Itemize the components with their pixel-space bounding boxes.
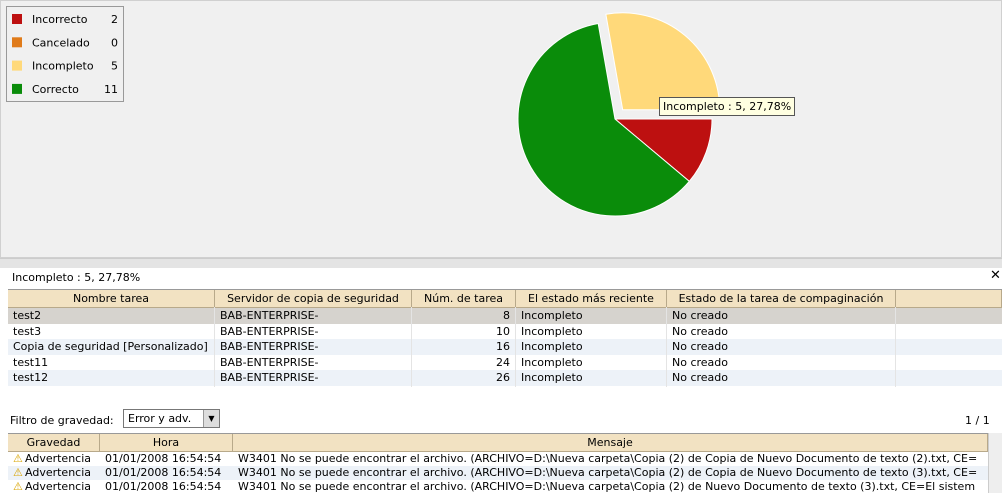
filter-label: Filtro de gravedad: [10, 414, 114, 427]
task-row[interactable] [8, 308, 1002, 324]
column-header: Servidor de copia de seguridad [215, 290, 412, 308]
column-header: Núm. de tarea [412, 290, 516, 308]
select-value: Error y adv. [128, 412, 192, 425]
log-cell: 01/01/2008 16:54:54 [105, 480, 222, 493]
task-cell: test11 [8, 353, 215, 372]
task-cell: Incompleto [516, 322, 667, 341]
warning-icon: ⚠ [13, 466, 23, 479]
task-row[interactable] [8, 370, 1002, 386]
task-cell: BAB-ENTERPRISE- [215, 322, 412, 341]
task-cell: No creado [667, 369, 896, 387]
legend-value: 5 [111, 60, 118, 73]
pie-chart: Incorrecto 2 Cancelado 0 Incompleto 5 Correcto… [12, 12, 721, 217]
scrollbar[interactable] [988, 433, 1002, 493]
task-cell: 10 [412, 322, 516, 341]
pie-slice [517, 22, 691, 217]
task-row[interactable] [8, 323, 1002, 340]
task-cell: Incompleto [516, 369, 667, 387]
legend-value: 0 [111, 36, 118, 49]
task-row[interactable] [8, 339, 1002, 355]
task-cell: No creado [667, 338, 896, 356]
legend-label: Incorrecto [32, 13, 88, 26]
log-row[interactable] [8, 466, 988, 480]
pie-slice [613, 118, 713, 183]
task-cell: No creado [667, 307, 896, 325]
warning-icon: ⚠ [13, 452, 23, 465]
column-header: Nombre tarea [8, 290, 215, 308]
log-cell: Advertencia [25, 466, 92, 479]
task-row[interactable] [8, 354, 1002, 371]
task-cell: BAB-ENTERPRISE- [215, 338, 412, 356]
task-cell: 24 [412, 353, 516, 372]
tooltip: Incompleto : 5, 27,78% [659, 97, 796, 116]
legend-swatch [12, 14, 22, 24]
severity-select[interactable]: Error y adv. ▼ [123, 409, 220, 428]
log-table: Gravedad Hora Mensaje ⚠ Advertencia 01/01/200… [8, 433, 988, 494]
legend-box [6, 6, 124, 102]
pager: 1 / 1 [965, 414, 990, 427]
log-cell: W3401 No se puede encontrar el archivo. … [238, 466, 978, 479]
legend-value: 11 [104, 83, 118, 96]
column-header: Gravedad [8, 434, 100, 452]
log-cell: 01/01/2008 16:54:54 [105, 452, 222, 465]
task-cell: test2 [8, 307, 215, 325]
task-cell: 26 [412, 369, 516, 387]
log-cell: W3401 No se puede encontrar el archivo. … [238, 452, 978, 465]
task-cell: BAB-ENTERPRISE- [215, 353, 412, 372]
legend-label: Incompleto [32, 60, 94, 73]
pie-slice [605, 12, 721, 111]
task-cell: test12 [8, 369, 215, 387]
legend-value: 2 [111, 13, 118, 26]
warning-icon: ⚠ [13, 480, 23, 493]
splitter [0, 258, 1002, 268]
log-row[interactable] [8, 452, 988, 466]
task-cell: Incompleto [516, 353, 667, 372]
log-cell: Advertencia [25, 452, 92, 465]
legend-swatch [12, 83, 22, 94]
legend-label: Correcto [32, 83, 79, 96]
legend-swatch [12, 60, 22, 71]
legend-swatch [12, 37, 22, 48]
task-cell: 8 [412, 307, 516, 325]
legend-label: Cancelado [32, 36, 90, 49]
log-cell: W3401 No se puede encontrar el archivo. … [238, 480, 976, 493]
task-cell: Incompleto [516, 307, 667, 325]
task-cell: No creado [667, 322, 896, 341]
column-header: Estado de la tarea de compaginación [667, 290, 896, 308]
task-cell: BAB-ENTERPRISE- [215, 369, 412, 387]
log-cell: 01/01/2008 16:54:54 [105, 466, 222, 479]
task-cell: BAB-ENTERPRISE- [215, 307, 412, 325]
task-cell: Incompleto [516, 338, 667, 356]
log-row[interactable] [8, 480, 988, 494]
column-header: Hora [100, 434, 233, 452]
task-cell: Copia de seguridad [Personalizado] [8, 338, 215, 356]
task-table: Nombre tarea Servidor de copia de segurid… [8, 289, 1002, 398]
column-header: El estado más reciente [516, 290, 667, 308]
select-arrow: ▼ [203, 410, 219, 427]
task-cell: No creado [667, 353, 896, 372]
task-cell: test3 [8, 322, 215, 341]
column-header: Mensaje [233, 434, 988, 452]
chart-area [0, 0, 1002, 258]
task-cell: 16 [412, 338, 516, 356]
close-button[interactable]: ✕ [990, 268, 1001, 283]
log-cell: Advertencia [25, 480, 92, 493]
column-header-filler [896, 290, 1002, 308]
panel-title: Incompleto : 5, 27,78% [12, 271, 141, 284]
